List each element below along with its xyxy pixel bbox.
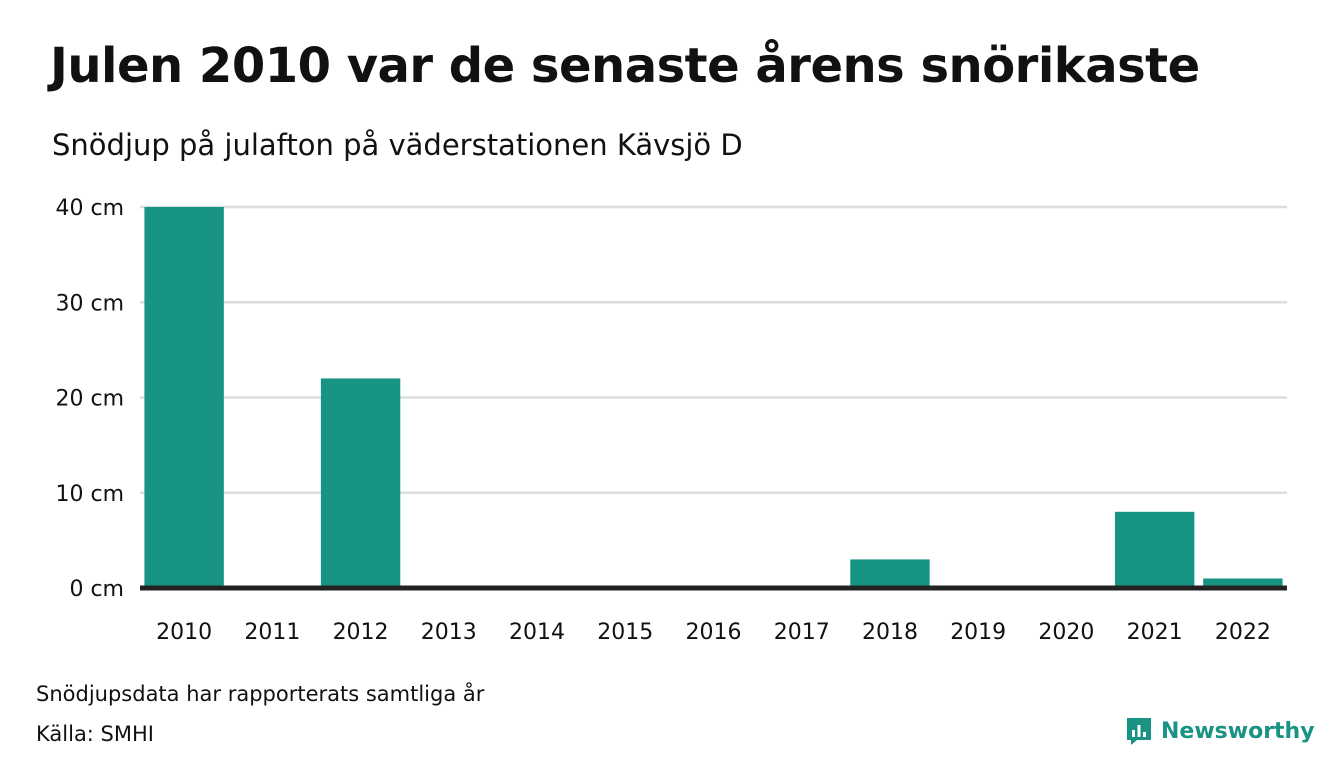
x-tick-label: 2011 xyxy=(244,620,300,645)
x-tick-label: 2012 xyxy=(333,620,389,645)
x-tick-label: 2013 xyxy=(421,620,477,645)
bar-2018 xyxy=(850,559,930,588)
brand-name: Newsworthy xyxy=(1161,718,1315,744)
x-tick-label: 2010 xyxy=(156,620,212,645)
x-tick-label: 2017 xyxy=(774,620,830,645)
bars xyxy=(144,207,1283,588)
bar-2012 xyxy=(320,378,401,588)
bar-chart: 0 cm 10 cm 20 cm 30 cm 40 cm 2010 2011 2012 2013… xyxy=(55,196,1287,645)
y-tick-label: 40 cm xyxy=(55,196,124,221)
newsworthy-logo: Newsworthy xyxy=(1125,716,1315,746)
x-tick-label: 2020 xyxy=(1038,620,1094,645)
y-tick-label: 20 cm xyxy=(55,387,124,412)
x-tick-label: 2018 xyxy=(862,620,918,645)
bar-2021 xyxy=(1114,511,1195,588)
x-tick-label: 2021 xyxy=(1127,620,1183,645)
x-tick-label: 2019 xyxy=(950,620,1006,645)
gridlines xyxy=(140,205,1287,494)
x-tick-label: 2016 xyxy=(686,620,742,645)
source-credit: Källa: SMHI xyxy=(36,722,154,746)
axes: 0 cm 10 cm 20 cm 30 cm 40 cm 2010 2011 2012 2013… xyxy=(55,196,1287,645)
y-tick-label: 0 cm xyxy=(69,577,124,602)
y-tick-label: 10 cm xyxy=(55,482,124,507)
x-tick-label: 2014 xyxy=(509,620,565,645)
x-tick-label: 2022 xyxy=(1215,620,1271,645)
chart-title: Julen 2010 var de senaste årens snörikas… xyxy=(50,38,1200,94)
bar-chart-speech-bubble-icon xyxy=(1127,718,1151,745)
chart-subtitle: Snödjup på julafton på väderstationen Kä… xyxy=(52,128,743,162)
footnote: Snödjupsdata har rapporterats samtliga å… xyxy=(36,682,485,706)
y-tick-label: 30 cm xyxy=(55,291,124,316)
bar-2010 xyxy=(144,207,224,588)
bar-2022 xyxy=(1203,578,1283,588)
x-tick-label: 2015 xyxy=(597,620,653,645)
